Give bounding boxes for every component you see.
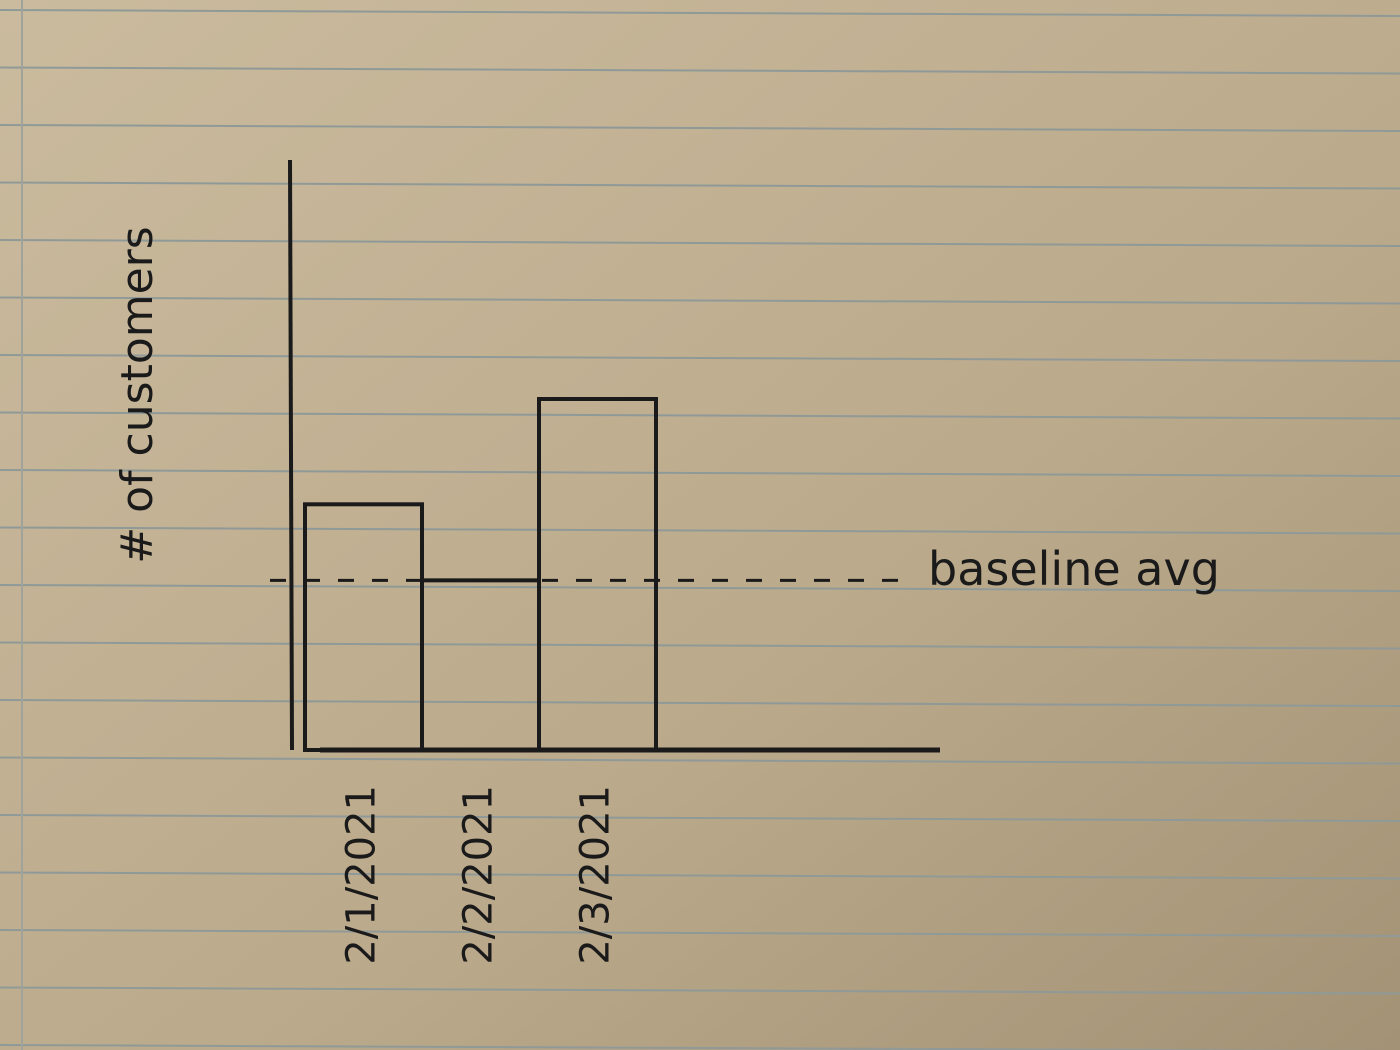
paper-line	[0, 9, 1400, 17]
paper-line	[0, 526, 1400, 535]
paper-line	[0, 929, 1400, 937]
paper-line	[0, 181, 1400, 190]
paper-line	[0, 814, 1400, 822]
paper-line	[0, 986, 1400, 995]
bar	[537, 397, 658, 752]
paper-line	[0, 641, 1400, 650]
y-axis-label: # of customers	[112, 226, 163, 563]
paper-line	[0, 1044, 1400, 1050]
paper-line	[0, 469, 1400, 477]
paper-line	[0, 296, 1400, 305]
reference-label: baseline avg	[928, 542, 1220, 596]
y-axis	[288, 159, 294, 751]
paper-line	[0, 699, 1400, 707]
paper-line	[0, 411, 1400, 420]
paper-lines	[0, 9, 1400, 1050]
paper-line	[0, 239, 1400, 247]
paper-line	[0, 124, 1400, 132]
paper-line	[0, 871, 1400, 880]
x-tick-label: 2/3/2021	[573, 785, 619, 965]
paper-line	[0, 66, 1400, 75]
x-tick-label: 2/2/2021	[456, 785, 502, 965]
paper-line	[0, 584, 1400, 592]
x-tick-label: 2/1/2021	[339, 785, 385, 965]
paper-line	[0, 756, 1400, 765]
paper-line	[0, 354, 1400, 362]
